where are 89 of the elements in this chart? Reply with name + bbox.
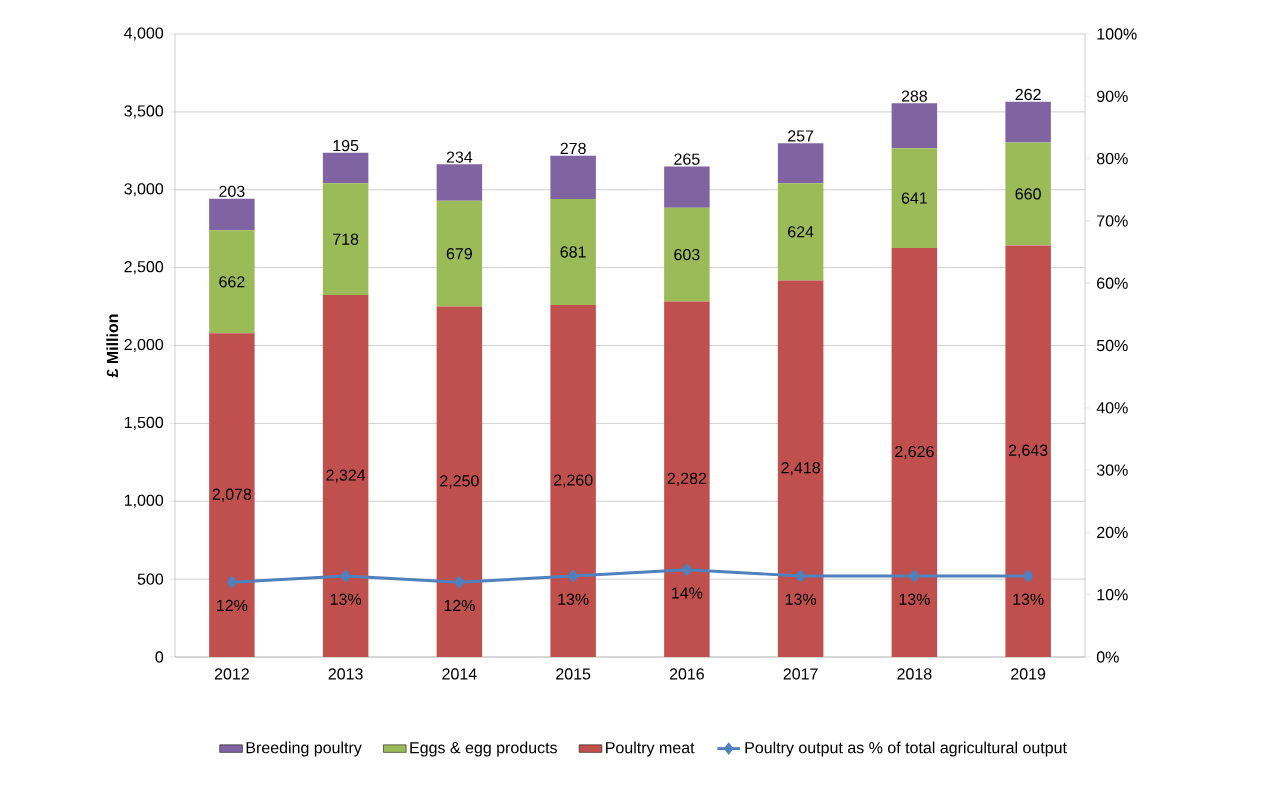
- data-label: 13%: [1013, 593, 1044, 605]
- data-label: 265: [674, 153, 700, 165]
- x-tick-label: 2016: [669, 668, 704, 680]
- data-label: 278: [560, 142, 586, 155]
- data-label: 660: [1015, 188, 1041, 200]
- data-label: 13%: [558, 593, 589, 605]
- data-label: 2,260: [553, 474, 593, 488]
- data-label: 624: [788, 226, 814, 238]
- data-label: 203: [219, 185, 245, 198]
- data-label: 13%: [785, 593, 817, 605]
- bar: [664, 207, 710, 302]
- bar: [1005, 245, 1051, 657]
- bar: [891, 103, 938, 149]
- bar: [550, 198, 596, 305]
- data-label: 2,324: [326, 469, 366, 483]
- bar: [209, 198, 255, 231]
- bar: [436, 200, 483, 307]
- y-tick-label: 2,500: [124, 261, 164, 275]
- bar: [436, 306, 483, 657]
- data-label: 195: [333, 139, 359, 152]
- data-label: 2,643: [1008, 444, 1048, 458]
- x-tick-label: 2014: [442, 668, 477, 680]
- y-tick-label: 4,000: [124, 27, 164, 41]
- bar: [664, 301, 710, 657]
- data-label: 2,250: [440, 475, 479, 489]
- data-label: 2,282: [667, 472, 707, 486]
- data-label: 257: [788, 130, 814, 142]
- data-label: 12%: [444, 599, 475, 612]
- data-label: 681: [560, 246, 586, 258]
- data-label: 641: [901, 192, 927, 204]
- y2-tick-label: 30%: [1096, 464, 1128, 476]
- legend-label: Eggs & egg products: [410, 741, 557, 757]
- bar: [550, 155, 596, 199]
- y-tick-label: 3,000: [124, 183, 164, 197]
- y2-tick-label: 50%: [1096, 339, 1128, 352]
- legend-label: Poultry output as % of total agricultural output: [745, 741, 1067, 757]
- y2-tick-label: 60%: [1097, 277, 1128, 289]
- y2-tick-label: 80%: [1096, 152, 1128, 165]
- data-label: 262: [1015, 88, 1041, 101]
- y-axis-title: £ Million: [106, 314, 119, 378]
- x-tick-label: 2012: [214, 668, 249, 680]
- bar: [891, 148, 938, 248]
- bar: [891, 247, 938, 657]
- data-label: 603: [674, 248, 700, 261]
- bar: [209, 333, 255, 657]
- data-label: 2,078: [212, 488, 252, 502]
- bar: [322, 152, 369, 184]
- bar: [322, 183, 369, 296]
- bar: [436, 164, 483, 201]
- legend-label: Poultry meat: [606, 741, 695, 757]
- legend-label: Breeding poultry: [246, 741, 362, 757]
- x-tick-label: 2019: [1011, 668, 1046, 680]
- y2-tick-label: 40%: [1096, 402, 1128, 414]
- data-label: 718: [333, 233, 359, 245]
- data-label: 14%: [672, 587, 703, 599]
- x-tick-label: 2017: [783, 668, 818, 680]
- y2-tick-label: 90%: [1097, 90, 1128, 102]
- bar: [777, 183, 824, 281]
- bar: [550, 305, 596, 657]
- data-label: 288: [901, 90, 928, 102]
- bar: [1005, 101, 1051, 143]
- y-tick-label: 3,500: [124, 105, 164, 119]
- y2-tick-label: 70%: [1097, 215, 1128, 227]
- y-tick-label: 1,500: [124, 416, 164, 430]
- bar: [1005, 142, 1051, 246]
- x-tick-label: 2013: [328, 668, 363, 680]
- y-tick-label: 1,000: [124, 494, 164, 508]
- bar: [209, 230, 255, 334]
- data-label: 12%: [217, 599, 248, 612]
- data-label: 679: [446, 248, 472, 260]
- data-label: 13%: [330, 593, 362, 605]
- x-tick-label: 2018: [897, 668, 932, 680]
- bar: [777, 143, 824, 184]
- y2-tick-label: 100%: [1097, 28, 1137, 40]
- y-tick-label: 2,000: [124, 338, 164, 353]
- data-label: 662: [219, 276, 245, 288]
- y-tick-label: 500: [137, 573, 164, 585]
- y2-tick-label: 10%: [1097, 589, 1128, 601]
- bar: [322, 295, 369, 657]
- y-tick-label: 0: [155, 651, 164, 663]
- bar: [777, 280, 824, 657]
- data-label: 2,418: [781, 462, 820, 476]
- x-tick-label: 2015: [556, 668, 591, 680]
- bar: [664, 166, 710, 208]
- data-label: 234: [446, 151, 473, 163]
- data-label: 13%: [899, 593, 930, 605]
- data-label: 2,626: [895, 445, 934, 460]
- y2-tick-label: 0%: [1096, 651, 1119, 663]
- y2-tick-label: 20%: [1097, 526, 1128, 539]
